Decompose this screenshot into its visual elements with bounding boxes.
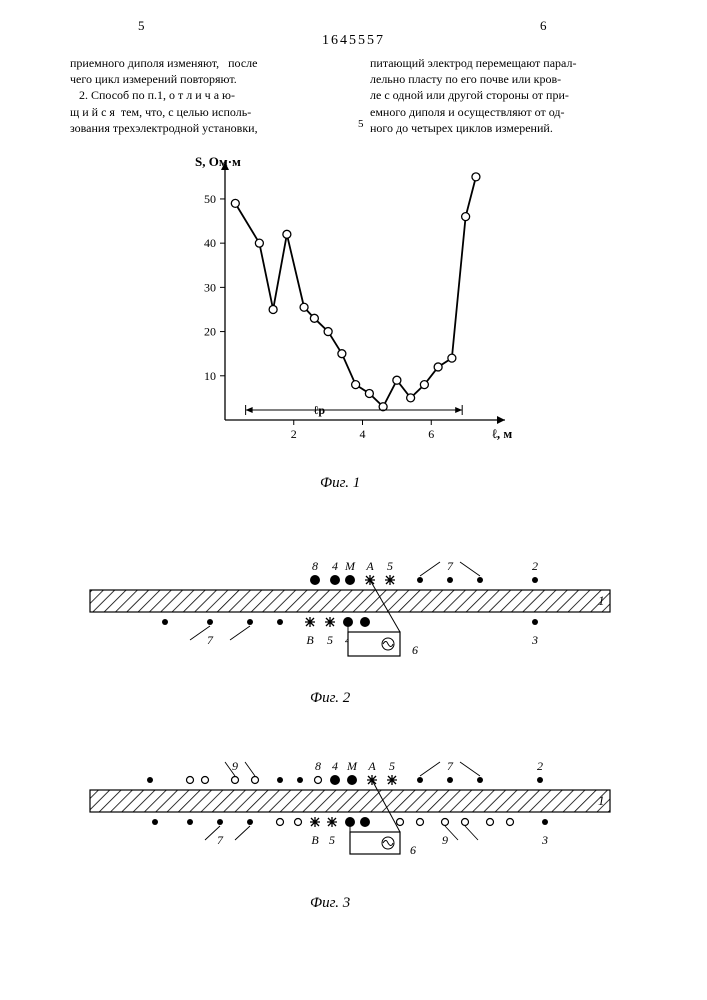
fig3-diagram: 1984MA5727B5N936 [80,740,620,890]
right-column-text: питающий электрод перемещают парал- лель… [370,55,660,136]
svg-text:7: 7 [447,559,454,573]
svg-text:5: 5 [389,759,395,773]
svg-text:20: 20 [204,325,216,339]
svg-text:A: A [367,759,376,773]
left-column-text: приемного диполя изменяют, после чего ци… [70,55,350,136]
fig2-diagram: 184MA5727B54N36 [80,545,620,685]
svg-text:4: 4 [332,559,338,573]
svg-text:6: 6 [428,427,434,441]
svg-text:8: 8 [312,559,318,573]
svg-text:4: 4 [360,427,366,441]
svg-text:B: B [311,833,319,847]
svg-text:8: 8 [315,759,321,773]
fig1-caption: Фиг. 1 [320,475,360,492]
svg-text:7: 7 [207,633,214,647]
line-number-5: 5 [358,118,364,130]
svg-text:M: M [346,759,358,773]
svg-text:7: 7 [447,759,454,773]
fig2-caption: Фиг. 2 [310,690,350,707]
svg-text:7: 7 [217,833,224,847]
svg-text:30: 30 [204,280,216,294]
svg-text:1: 1 [598,593,605,608]
svg-text:2: 2 [291,427,297,441]
svg-text:10: 10 [204,369,216,383]
svg-text:5: 5 [327,633,333,647]
svg-text:50: 50 [204,192,216,206]
fig1-chart: 2 4 6 10 20 30 40 50 S, Ом·м ℓ, м ℓр [170,150,520,460]
svg-text:M: M [344,559,356,573]
svg-text:6: 6 [412,643,418,657]
document-id: 1645557 [0,33,707,49]
svg-text:3: 3 [531,633,538,647]
svg-text:4: 4 [332,759,338,773]
svg-text:B: B [306,633,314,647]
svg-text:ℓр: ℓр [313,403,326,417]
svg-text:5: 5 [329,833,335,847]
svg-text:3: 3 [541,833,548,847]
svg-text:5: 5 [387,559,393,573]
fig3-caption: Фиг. 3 [310,895,350,912]
svg-text:2: 2 [537,759,543,773]
svg-text:40: 40 [204,236,216,250]
svg-text:A: A [365,559,374,573]
page-number-left: 5 [138,18,145,34]
svg-text:9: 9 [442,833,448,847]
page-number-right: 6 [540,18,547,34]
svg-text:9: 9 [232,759,238,773]
svg-text:2: 2 [532,559,538,573]
svg-text:6: 6 [410,843,416,857]
svg-text:ℓ, м: ℓ, м [491,426,512,441]
svg-text:S, Ом·м: S, Ом·м [195,154,241,169]
svg-text:1: 1 [598,793,605,808]
